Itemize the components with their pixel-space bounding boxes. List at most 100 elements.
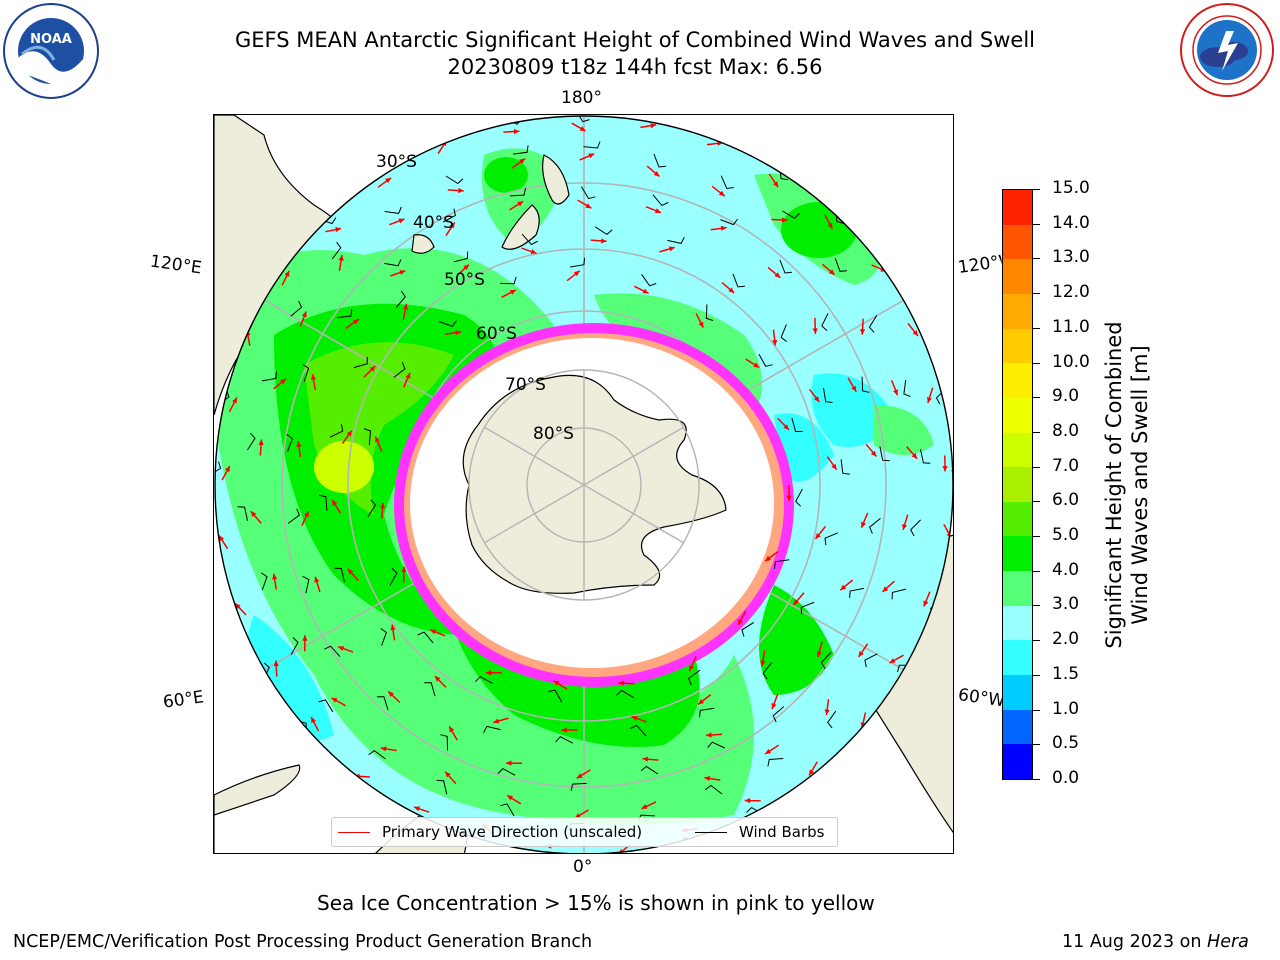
lon-label-120e: 120°E	[148, 251, 203, 279]
wave-direction-arrowhead	[912, 330, 918, 336]
wind-barb	[246, 432, 256, 451]
wind-barb	[442, 208, 456, 223]
wind-barb	[324, 645, 341, 657]
wind-barb	[920, 449, 931, 464]
wave-direction-arrowhead	[753, 362, 760, 368]
wave-direction-arrowhead	[434, 676, 441, 682]
wave-direction-arrowhead	[375, 436, 380, 443]
wind-barb	[368, 749, 386, 760]
wave-direction-arrowhead	[353, 319, 359, 325]
colorbar-segment	[1003, 293, 1032, 329]
wind-barb	[688, 669, 701, 686]
wind-barb	[741, 621, 755, 637]
colorbar-tick-label: 6.0	[1052, 490, 1080, 511]
colorbar-tick	[1033, 536, 1040, 538]
wave-direction-arrowhead	[430, 629, 437, 635]
wave-direction-arrowhead	[765, 748, 772, 754]
wave-direction-arrowhead	[704, 775, 711, 782]
wind-barb	[879, 446, 890, 462]
colorbar-tick	[1033, 674, 1040, 676]
wave-direction-arrowhead	[773, 181, 779, 188]
wave-direction-arrowhead	[882, 586, 889, 592]
wind-barb	[286, 433, 294, 452]
wave-direction-arrowhead	[698, 699, 704, 705]
colorbar-tick	[1033, 779, 1040, 780]
wind-barb	[318, 494, 328, 511]
wave-direction-arrowhead	[585, 203, 592, 209]
wave-direction-arrowhead	[301, 311, 307, 318]
wave-direction-arrowhead	[513, 129, 520, 135]
wave-direction-arrowhead	[654, 208, 661, 214]
wind-barb	[640, 765, 659, 775]
nws-logo	[1178, 1, 1276, 99]
wind-barb	[497, 767, 516, 776]
wind-barb	[334, 567, 345, 583]
wave-direction-arrowhead	[455, 330, 461, 336]
credit-date: 11 Aug 2023 on	[1062, 932, 1208, 952]
wave-direction-arrowhead	[783, 424, 789, 430]
wind-barb	[453, 251, 469, 263]
wind-barb	[570, 257, 586, 268]
wave-direction-arrowhead	[235, 603, 241, 610]
wind-barb	[483, 725, 501, 733]
wind-barb	[353, 356, 368, 369]
wind-barb	[331, 241, 342, 260]
colorbar-tick-label: 15.0	[1052, 178, 1090, 198]
wind-barb	[440, 734, 449, 751]
wind-barb	[699, 707, 715, 718]
wind-barb	[910, 519, 921, 537]
colorbar-tick	[1033, 397, 1040, 399]
wave-direction-arrowhead	[893, 389, 898, 396]
wave-direction-arrowhead	[218, 535, 224, 542]
wind-barb	[774, 559, 790, 569]
wind-barb	[500, 803, 515, 817]
wave-direction-arrowhead	[380, 502, 386, 509]
wave-direction-arrowhead	[338, 646, 345, 651]
wave-direction-arrowhead	[840, 584, 847, 591]
wind-barb	[380, 627, 388, 646]
colorbar-segment	[1003, 743, 1032, 779]
wind-barb	[646, 116, 665, 121]
wave-direction-arrowhead	[335, 227, 342, 233]
wind-barb	[616, 689, 634, 699]
wave-direction-arrowhead	[631, 715, 638, 721]
colorbar-tick	[1033, 293, 1040, 295]
wave-direction-arrowhead	[399, 270, 406, 275]
wind-barb	[652, 194, 669, 207]
colorbar-segment	[1003, 224, 1032, 260]
colorbar-tick-label: 1.0	[1052, 698, 1080, 719]
colorbar-tick	[1033, 605, 1040, 607]
colorbar-segment	[1003, 362, 1032, 398]
wind-barb	[800, 601, 815, 615]
wave-direction-arrowhead	[332, 499, 338, 506]
wind-barb	[318, 699, 334, 713]
colorbar-tick-label: 10.0	[1052, 351, 1090, 372]
wave-direction-arrowhead	[331, 697, 338, 703]
wave-direction-arrowhead	[772, 339, 778, 346]
wave-direction-arrowhead	[519, 158, 526, 164]
wind-barb	[823, 387, 833, 403]
wave-direction-arrowhead	[573, 270, 580, 277]
wave-direction-arrowhead	[815, 533, 821, 539]
colorbar-tick	[1033, 570, 1040, 572]
wave-direction-arrowhead	[232, 397, 237, 404]
wave-direction-arrowhead	[738, 618, 743, 625]
wave-direction-arrowhead	[463, 264, 469, 271]
colorbar-tick-label: 7.0	[1052, 455, 1080, 476]
wave-direction-arrowhead	[561, 727, 567, 733]
colorbar-tick-label: 13.0	[1052, 247, 1090, 268]
legend-wave-label: Primary Wave Direction (unscaled)	[382, 823, 643, 841]
wind-barb	[667, 236, 685, 244]
wind-barb	[436, 126, 450, 141]
wave-direction-arrowhead	[760, 660, 766, 667]
svg-text:NOAA: NOAA	[30, 32, 72, 47]
wind-barb	[341, 777, 360, 786]
wave-direction-arrowhead	[728, 287, 735, 293]
colorbar-tick	[1033, 709, 1040, 711]
wind-barb	[795, 488, 803, 507]
lat-label-50s: 50°S	[444, 270, 485, 290]
wind-barb	[762, 662, 773, 680]
wind-barb	[436, 779, 448, 795]
africa-land	[214, 764, 301, 853]
wind-barb	[840, 459, 850, 475]
